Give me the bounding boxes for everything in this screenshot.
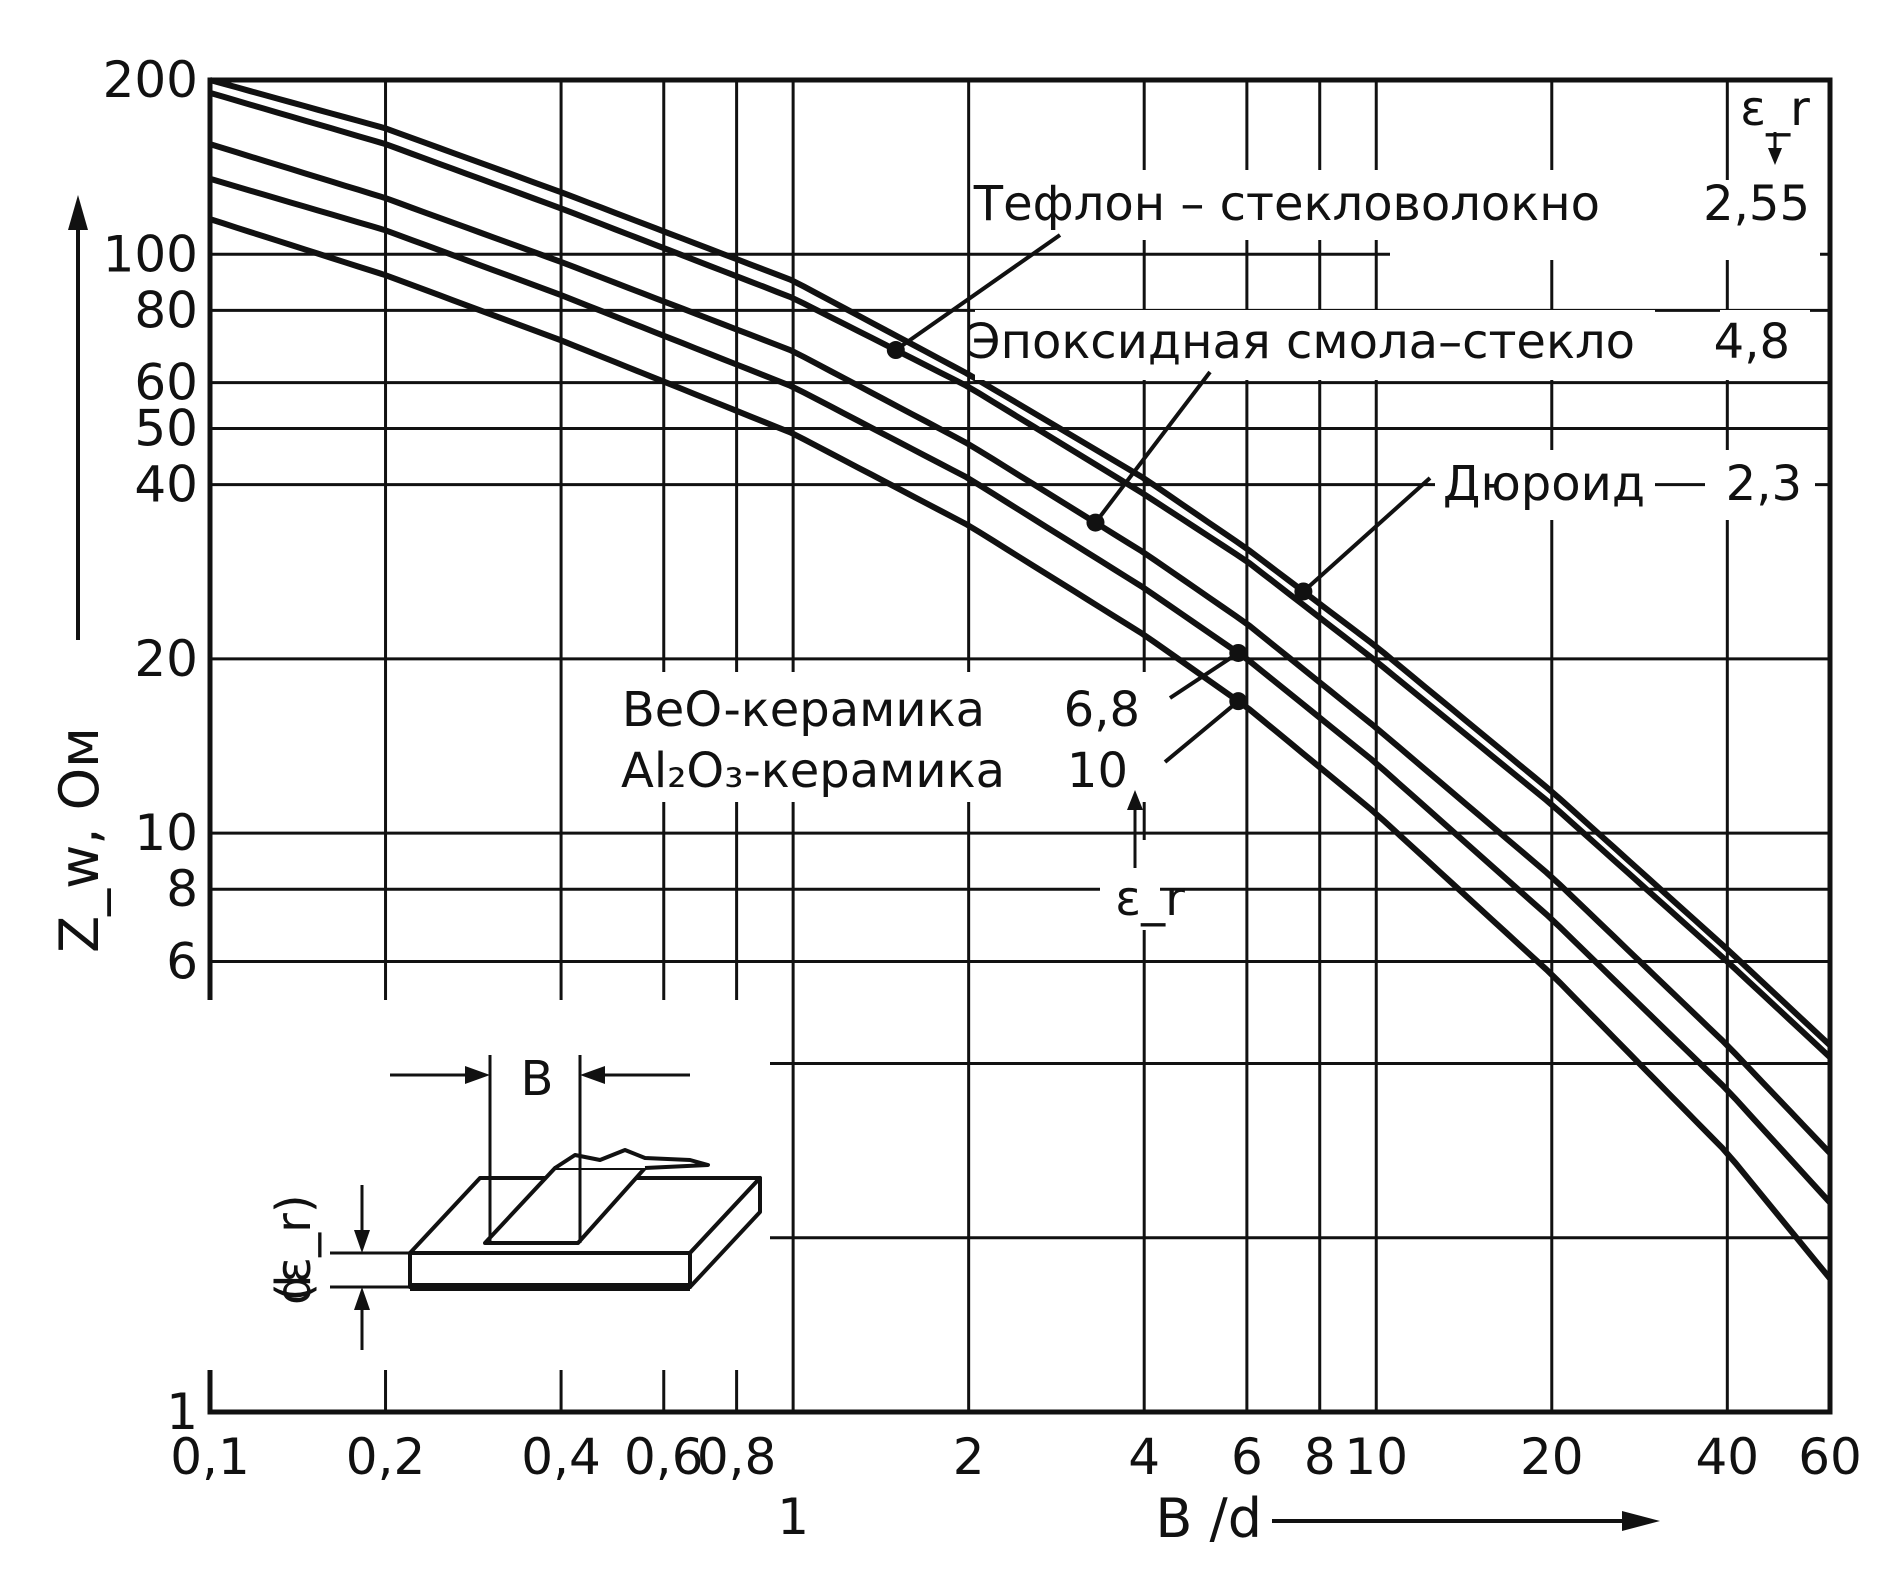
y-tick-label: 10 (134, 804, 198, 862)
x-tick-label: 0,4 (521, 1428, 601, 1486)
inset-b-label: B (521, 1051, 554, 1107)
substrate-front (408, 1251, 692, 1289)
material-label-duroid: Дюроид (1443, 456, 1645, 512)
material-label-epoxy: Эпоксидная смола–стекло (967, 314, 1635, 370)
leader-dots (886, 341, 1313, 711)
leader-dot (886, 341, 905, 360)
leader-line (894, 233, 1062, 352)
x-tick-label: 20 (1520, 1428, 1584, 1486)
x-tick-label: 40 (1696, 1428, 1760, 1486)
y-tick-label: 6 (166, 933, 198, 991)
d-arrow-bottom-head (354, 1287, 370, 1310)
x-tick-label: 60 (1798, 1428, 1862, 1486)
er-value-epoxy: 4,8 (1714, 314, 1790, 370)
y-tick-labels: 12468102040506080100200 (103, 51, 198, 1441)
d-arrow-top-head (354, 1230, 370, 1253)
label-mask (1435, 450, 1655, 520)
label-mask (1705, 450, 1815, 520)
er-marker-mid-arrowhead (1127, 790, 1143, 810)
leader-line (1168, 651, 1240, 700)
plot-frame (207, 77, 1833, 1415)
x-tick-label: 4 (1128, 1428, 1160, 1486)
er-value-beo: 6,8 (1064, 682, 1140, 738)
series-line (209, 90, 1833, 1060)
y-tick-label: 40 (134, 456, 198, 514)
leader-dot (1229, 643, 1248, 662)
er-value-duroid: 2,3 (1726, 456, 1802, 512)
x-tick-label: 10 (1344, 1428, 1408, 1486)
x-axis-title: B /d (1155, 1487, 1262, 1550)
x-tick-label: 1 (777, 1488, 809, 1546)
y-axis-title: Z_w, Ом (48, 727, 111, 953)
microstrip-inset (150, 1000, 770, 1370)
material-label-beo: BeO-керамика (622, 682, 985, 738)
material-labels: Тефлон – стекловолокно 2,55 Эпоксидная с… (621, 176, 1810, 799)
y-tick-label: 100 (103, 225, 198, 283)
x-tick-label: 0,8 (697, 1428, 777, 1486)
label-mask (980, 170, 1620, 240)
inset-d-label: d (266, 1275, 322, 1305)
substrate-side (688, 1176, 762, 1289)
x-tick-label: 2 (953, 1428, 985, 1486)
leader-dot (1086, 513, 1105, 532)
y-axis-arrowhead (68, 195, 88, 230)
leader-dot (1294, 582, 1313, 601)
er-header-top: ε_r (1740, 81, 1810, 165)
x-tick-labels: 0,1 0,2 0,4 0,60,81 2 4 6 8 10 20 40 60 (170, 1428, 1862, 1546)
leader-line (1163, 699, 1240, 764)
label-mask (1720, 310, 1810, 380)
x-tick-label: 0,1 (170, 1428, 250, 1486)
y-tick-label: 60 (134, 354, 198, 412)
y-tick-label: 50 (134, 400, 198, 458)
inset-er-label: (ε_r) (266, 1194, 322, 1301)
leader-lines (894, 233, 1432, 764)
series-line (209, 77, 1833, 1048)
x-axis-arrowhead (1622, 1511, 1660, 1531)
er-value-teflon: 2,55 (1703, 176, 1810, 232)
er-header-top-arrowhead (1768, 148, 1782, 165)
y-tick-label: 8 (166, 860, 198, 918)
y-tick-label: 200 (103, 51, 198, 109)
y-tick-label: 1 (166, 1383, 198, 1441)
leader-line (1302, 476, 1432, 593)
material-label-al2o3: Al₂O₃-керамика (621, 743, 1005, 799)
x-tick-label: 0,6 (624, 1428, 704, 1486)
label-mask (1100, 840, 1160, 930)
x-tick-label: 0,2 (346, 1428, 426, 1486)
x-tick-label: 8 (1304, 1428, 1336, 1486)
y-tick-label: 20 (134, 630, 198, 688)
series-line (209, 216, 1833, 1281)
er-marker-mid: ε_r (1115, 790, 1185, 927)
material-label-teflon: Тефлон – стекловолокно (973, 176, 1600, 232)
label-mask (975, 310, 1655, 380)
b-arrow-left-head (465, 1066, 490, 1084)
y-axis-title-group: Z_w, Ом (48, 195, 111, 953)
series-line (209, 175, 1833, 1205)
leader-line (1093, 370, 1212, 524)
er-marker-mid-label: ε_r (1115, 871, 1185, 927)
er-header-top-label: ε_r (1740, 81, 1810, 137)
x-axis-title-group: B /d (1155, 1487, 1660, 1550)
b-arrow-right-head (580, 1066, 605, 1084)
leader-dot (1229, 692, 1248, 711)
er-value-al2o3: 10 (1067, 743, 1128, 799)
x-tick-label: 6 (1231, 1428, 1263, 1486)
label-mask (600, 672, 1160, 802)
y-tick-label: 80 (134, 281, 198, 339)
curves (209, 77, 1833, 1281)
series-line (209, 141, 1833, 1156)
